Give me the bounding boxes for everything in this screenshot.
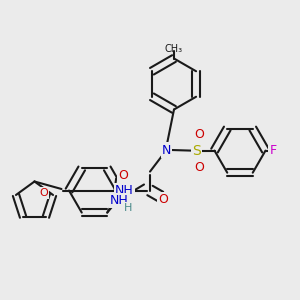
Text: N: N — [162, 143, 171, 157]
Text: NH: NH — [110, 194, 129, 207]
Text: O: O — [159, 193, 168, 206]
Text: O: O — [39, 188, 48, 198]
Text: O: O — [195, 160, 204, 174]
Text: S: S — [192, 144, 201, 158]
Text: O: O — [195, 128, 204, 141]
Text: NH: NH — [115, 184, 134, 197]
Text: O: O — [118, 169, 128, 182]
Text: CH₃: CH₃ — [165, 44, 183, 55]
Text: H: H — [124, 203, 132, 213]
Text: F: F — [269, 144, 277, 157]
